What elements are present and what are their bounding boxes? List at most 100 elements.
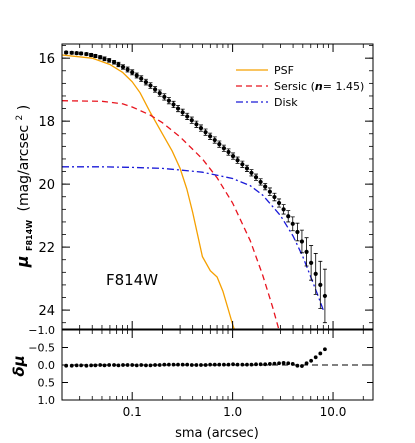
residual-point [235, 362, 240, 367]
y-label-mu: μ [13, 255, 32, 268]
data-point [148, 83, 153, 88]
data-point [313, 271, 318, 276]
data-point [93, 53, 98, 59]
legend-psf-label: PSF [274, 64, 294, 77]
res-y-tick-label: 0.5 [38, 377, 56, 390]
data-point [185, 114, 190, 119]
res-y-tick-label: 1.0 [38, 394, 56, 407]
data-point [139, 76, 144, 81]
residual-point [203, 363, 208, 367]
residual-point [267, 362, 272, 366]
x-tick-label: 0.1 [123, 405, 142, 419]
residual-point [74, 363, 79, 368]
residual-point [157, 363, 162, 367]
residual-point [290, 362, 295, 366]
residual-panel: 0.1 1.0 10.0 −1.0 −0.5 0.0 0.5 1.0 δμ sma (arcs… [10, 324, 374, 441]
residual-point [240, 362, 245, 367]
data-point [249, 170, 254, 175]
data-point [198, 125, 204, 131]
residual-point [130, 363, 135, 367]
data-point [189, 118, 194, 123]
y-tick-label: 24 [38, 304, 55, 319]
data-point [295, 229, 300, 235]
data-point [152, 87, 158, 92]
data-point [64, 50, 69, 55]
residual-point [84, 363, 89, 368]
residual-point [194, 363, 199, 367]
data-point [162, 94, 167, 100]
data-point [143, 80, 149, 85]
residual-point [185, 362, 190, 367]
residual-point [102, 363, 107, 368]
residual-point [208, 362, 213, 367]
residual-point [258, 362, 263, 367]
data-point [69, 50, 74, 55]
series-line-psf [62, 54, 235, 329]
x-axis-label: sma (arcsec) [175, 426, 259, 441]
main-panel: 16 18 20 22 24 F814W μ F814W (mag/arcsec 2 )… [10, 43, 374, 330]
data-point [171, 102, 176, 107]
data-point [309, 260, 314, 265]
residual-point [98, 363, 103, 367]
residual-point [222, 362, 226, 367]
data-point [244, 166, 250, 171]
residual-point [272, 361, 277, 366]
residual-point [199, 363, 203, 367]
residual-point [93, 363, 98, 368]
residual-point [318, 351, 323, 356]
y-label-unit-close: ) [16, 105, 32, 110]
y-tick-label: 16 [38, 52, 55, 67]
data-point [290, 221, 295, 226]
residual-point [281, 361, 286, 365]
residual-point [79, 363, 84, 368]
legend: PSF Sersic (n= 1.45) Disk [236, 64, 364, 109]
data-point [180, 110, 185, 115]
res-y-tick-label: 0.0 [38, 359, 56, 372]
y-tick-label: 22 [38, 241, 55, 256]
residual-y-axis-label: δμ [10, 355, 28, 376]
data-point [226, 149, 231, 155]
residual-point [263, 362, 268, 367]
residual-point [89, 363, 94, 368]
residual-point [148, 363, 153, 368]
legend-sersic-label: Sersic (n= 1.45) [274, 80, 364, 93]
data-point [116, 62, 121, 67]
data-point [120, 64, 126, 70]
residual-point [277, 361, 281, 366]
series-line-disk [62, 166, 324, 311]
x-tick-label: 1.0 [223, 405, 242, 419]
residual-point [189, 363, 194, 367]
residual-point [153, 363, 157, 367]
residual-point [245, 362, 249, 367]
data-point [84, 51, 89, 57]
residual-point [295, 363, 300, 368]
data-point [175, 106, 181, 111]
residual-point [231, 362, 235, 367]
data-point [125, 67, 130, 72]
data-point [107, 58, 112, 63]
chart-annotation: F814W [106, 271, 158, 289]
data-point [98, 55, 103, 60]
residual-point [166, 362, 171, 367]
data-point [281, 207, 286, 212]
data-point [253, 175, 259, 180]
data-point [102, 56, 107, 61]
residual-point [134, 363, 139, 368]
data-point [89, 52, 94, 58]
main-y-axis-label: μ F814W (mag/arcsec 2 ) [10, 105, 36, 268]
data-point [166, 98, 171, 103]
data-point [203, 130, 208, 135]
data-point [304, 249, 309, 254]
data-point [79, 51, 84, 56]
data-point [235, 158, 240, 163]
data-point [272, 194, 277, 200]
residual-point [212, 362, 217, 367]
data-point [258, 179, 263, 185]
residual-point [309, 358, 314, 363]
data-point [322, 293, 328, 299]
residual-point [112, 363, 116, 367]
y-tick-label: 18 [38, 115, 55, 130]
data-point [157, 91, 162, 96]
y-label-unit: (mag/arcsec [16, 125, 32, 212]
series-line-sersic [62, 100, 280, 329]
